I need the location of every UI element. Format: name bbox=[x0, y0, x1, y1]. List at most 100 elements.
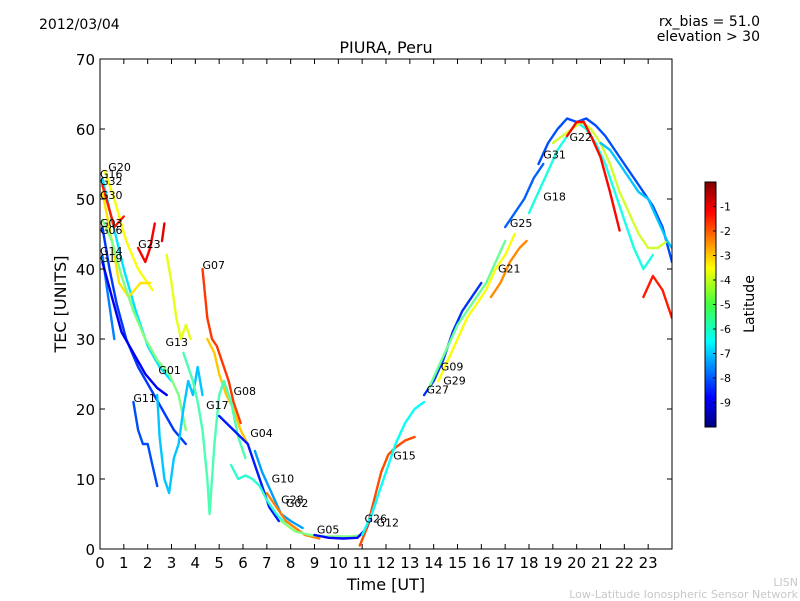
series-line-g11 bbox=[132, 400, 159, 488]
series-line-g03 bbox=[101, 218, 188, 432]
x-tick-label: 7 bbox=[262, 554, 272, 572]
satellite-label-g05: G05 bbox=[317, 524, 340, 537]
colorbar-tick-label: -3 bbox=[720, 250, 731, 263]
series-line-g27 bbox=[422, 281, 483, 397]
colorbar-tick-label: -9 bbox=[720, 397, 731, 410]
x-axis-label: Time [UT] bbox=[346, 575, 425, 594]
colorbar-tick-label: -4 bbox=[720, 274, 731, 287]
x-tick-label: 14 bbox=[424, 554, 443, 572]
series-line-g25 bbox=[504, 162, 545, 229]
satellite-label-g14: G14 bbox=[100, 245, 123, 258]
x-tick-label: 3 bbox=[167, 554, 177, 572]
x-tick-label: 18 bbox=[519, 554, 538, 572]
satellite-label-g20: G20 bbox=[108, 161, 131, 174]
series-line-g10 bbox=[229, 463, 288, 526]
satellite-label-g09: G09 bbox=[441, 361, 464, 374]
series-line-g21 bbox=[489, 239, 528, 299]
colorbar-ticks: -1 -2 -3 -4 -5 -6 -7 -8 -9 bbox=[713, 201, 731, 410]
series-line-g15 bbox=[361, 400, 426, 537]
satellite-label-g06: G06 bbox=[100, 224, 123, 237]
y-tick-label: 0 bbox=[85, 541, 95, 559]
x-tick-label: 8 bbox=[286, 554, 296, 572]
series-line-g13 bbox=[165, 253, 192, 341]
satellite-label-g32: G32 bbox=[100, 175, 123, 188]
colorbar-tick-label: -8 bbox=[720, 372, 731, 385]
satellite-label-g30: G30 bbox=[100, 189, 123, 202]
x-tick-label: 4 bbox=[191, 554, 201, 572]
x-tick-label: 22 bbox=[615, 554, 634, 572]
series-line-g34 bbox=[642, 274, 672, 320]
y-tick-label: 20 bbox=[76, 401, 95, 419]
series-line-g06 bbox=[101, 225, 188, 446]
x-tick-label: 21 bbox=[591, 554, 610, 572]
series-line-g29 bbox=[437, 232, 516, 383]
satellite-label-g02: G02 bbox=[286, 497, 309, 510]
satellite-label-g16: G16 bbox=[100, 168, 123, 181]
x-axis: 0 1 2 3 4 5 6 7 8 9 10 11 12 13 14 15 16 17 18 19 20 21 22 23 bbox=[95, 59, 658, 572]
date-label: 2012/03/04 bbox=[39, 17, 120, 33]
satellite-label-g01: G01 bbox=[158, 364, 181, 377]
satellite-label-g17: G17 bbox=[206, 399, 229, 412]
footer-lisn: LISN bbox=[773, 576, 798, 589]
y-tick-label: 40 bbox=[76, 261, 95, 279]
series-line-g33 bbox=[599, 141, 672, 250]
satellite-label-g03: G03 bbox=[100, 217, 123, 230]
satellite-label-g23: G23 bbox=[138, 238, 161, 251]
satellite-label-g31: G31 bbox=[543, 148, 566, 161]
satellite-label-g07: G07 bbox=[203, 259, 226, 272]
satellite-label-g25: G25 bbox=[510, 217, 533, 230]
series-line-g01 bbox=[155, 365, 204, 495]
satellite-label-g27: G27 bbox=[427, 384, 450, 397]
satellite-label-g21: G21 bbox=[498, 263, 521, 276]
colorbar-tick-label: -5 bbox=[720, 299, 731, 312]
series-line-g23b bbox=[160, 222, 166, 243]
colorbar-label: Latitude bbox=[742, 275, 758, 333]
colorbar-tick-label: -6 bbox=[720, 323, 731, 336]
series-line-g19 bbox=[101, 260, 168, 397]
x-tick-label: 10 bbox=[329, 554, 348, 572]
satellite-label-g12: G12 bbox=[377, 517, 400, 530]
elevation-label: elevation > 30 bbox=[656, 29, 760, 45]
y-axis: 0 10 20 30 40 50 60 70 bbox=[76, 51, 672, 559]
x-tick-label: 6 bbox=[238, 554, 248, 572]
satellite-label-g04: G04 bbox=[250, 427, 273, 440]
series-line-g23 bbox=[136, 222, 157, 264]
satellite-label-g08: G08 bbox=[234, 385, 257, 398]
series-layer bbox=[101, 117, 672, 547]
series-line-g07 bbox=[201, 267, 242, 425]
series-line-g28 bbox=[253, 449, 304, 530]
x-tick-label: 13 bbox=[400, 554, 419, 572]
y-axis-label: TEC [UNITS] bbox=[51, 256, 70, 354]
satellite-label-g11: G11 bbox=[133, 392, 156, 405]
x-tick-label: 20 bbox=[567, 554, 586, 572]
y-tick-label: 10 bbox=[76, 471, 95, 489]
series-line-g09 bbox=[427, 239, 507, 390]
x-tick-label: 11 bbox=[353, 554, 372, 572]
x-tick-label: 2 bbox=[143, 554, 153, 572]
series-line-g24 bbox=[565, 120, 621, 232]
colorbar-tick-label: -1 bbox=[720, 201, 731, 214]
x-tick-label: 23 bbox=[639, 554, 658, 572]
x-tick-label: 12 bbox=[376, 554, 395, 572]
satellite-label-g15: G15 bbox=[393, 449, 416, 462]
rx-bias-label: rx_bias = 51.0 bbox=[658, 14, 760, 30]
series-line-g32 bbox=[101, 183, 126, 229]
x-tick-label: 9 bbox=[310, 554, 320, 572]
satellite-label-g19: G19 bbox=[100, 252, 123, 265]
y-tick-label: 60 bbox=[76, 121, 95, 139]
series-line-g08 bbox=[206, 337, 250, 446]
satellite-label-g28: G28 bbox=[281, 494, 304, 507]
x-tick-label: 19 bbox=[543, 554, 562, 572]
satellite-label-g29: G29 bbox=[443, 375, 466, 388]
series-line-g17 bbox=[182, 351, 247, 516]
footer-network-name: Low-Latitude Ionospheric Sensor Network bbox=[569, 588, 798, 601]
satellite-label-g22: G22 bbox=[570, 131, 593, 144]
x-tick-label: 1 bbox=[119, 554, 129, 572]
x-tick-label: 0 bbox=[95, 554, 105, 572]
x-tick-label: 17 bbox=[496, 554, 515, 572]
x-tick-label: 15 bbox=[448, 554, 467, 572]
y-tick-label: 70 bbox=[76, 51, 95, 69]
series-line-g20 bbox=[103, 169, 154, 292]
